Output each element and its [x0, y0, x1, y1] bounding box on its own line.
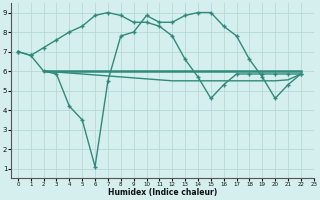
X-axis label: Humidex (Indice chaleur): Humidex (Indice chaleur) — [108, 188, 217, 197]
